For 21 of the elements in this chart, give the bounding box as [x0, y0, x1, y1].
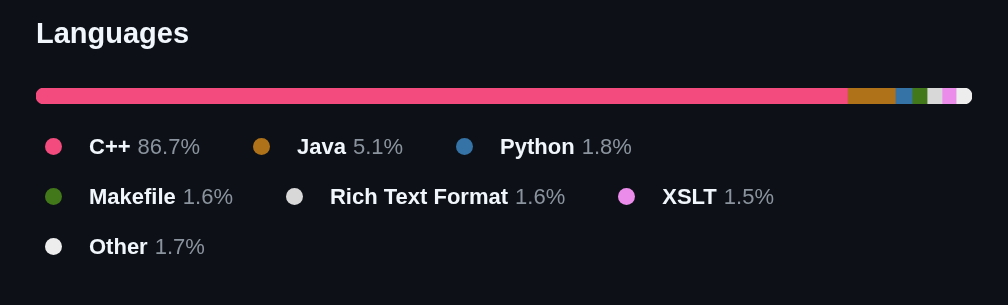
bar [926, 88, 943, 104]
text: 5.1% [352, 133, 404, 161]
legend-label: Makefile [89, 183, 176, 211]
text: 1.7% [154, 233, 205, 261]
bar [911, 88, 928, 104]
text: 1.6% [182, 183, 233, 211]
legend-label: Other [89, 233, 148, 261]
legend-label: XSLT [662, 183, 717, 211]
legend-label: C++ [89, 133, 131, 161]
legend-label: Python [500, 133, 575, 161]
legend-label: Rich Text Format [329, 183, 509, 211]
text: 1.6% [515, 183, 566, 211]
text: 1.5% [723, 183, 774, 211]
bar [941, 88, 957, 104]
bar [36, 88, 848, 104]
text: 86.7% [137, 133, 200, 161]
chart-title: Languages [36, 16, 191, 50]
text: 1.8% [581, 133, 632, 161]
bar [847, 88, 896, 104]
legend-label: Java [296, 133, 346, 161]
bar [894, 88, 913, 104]
